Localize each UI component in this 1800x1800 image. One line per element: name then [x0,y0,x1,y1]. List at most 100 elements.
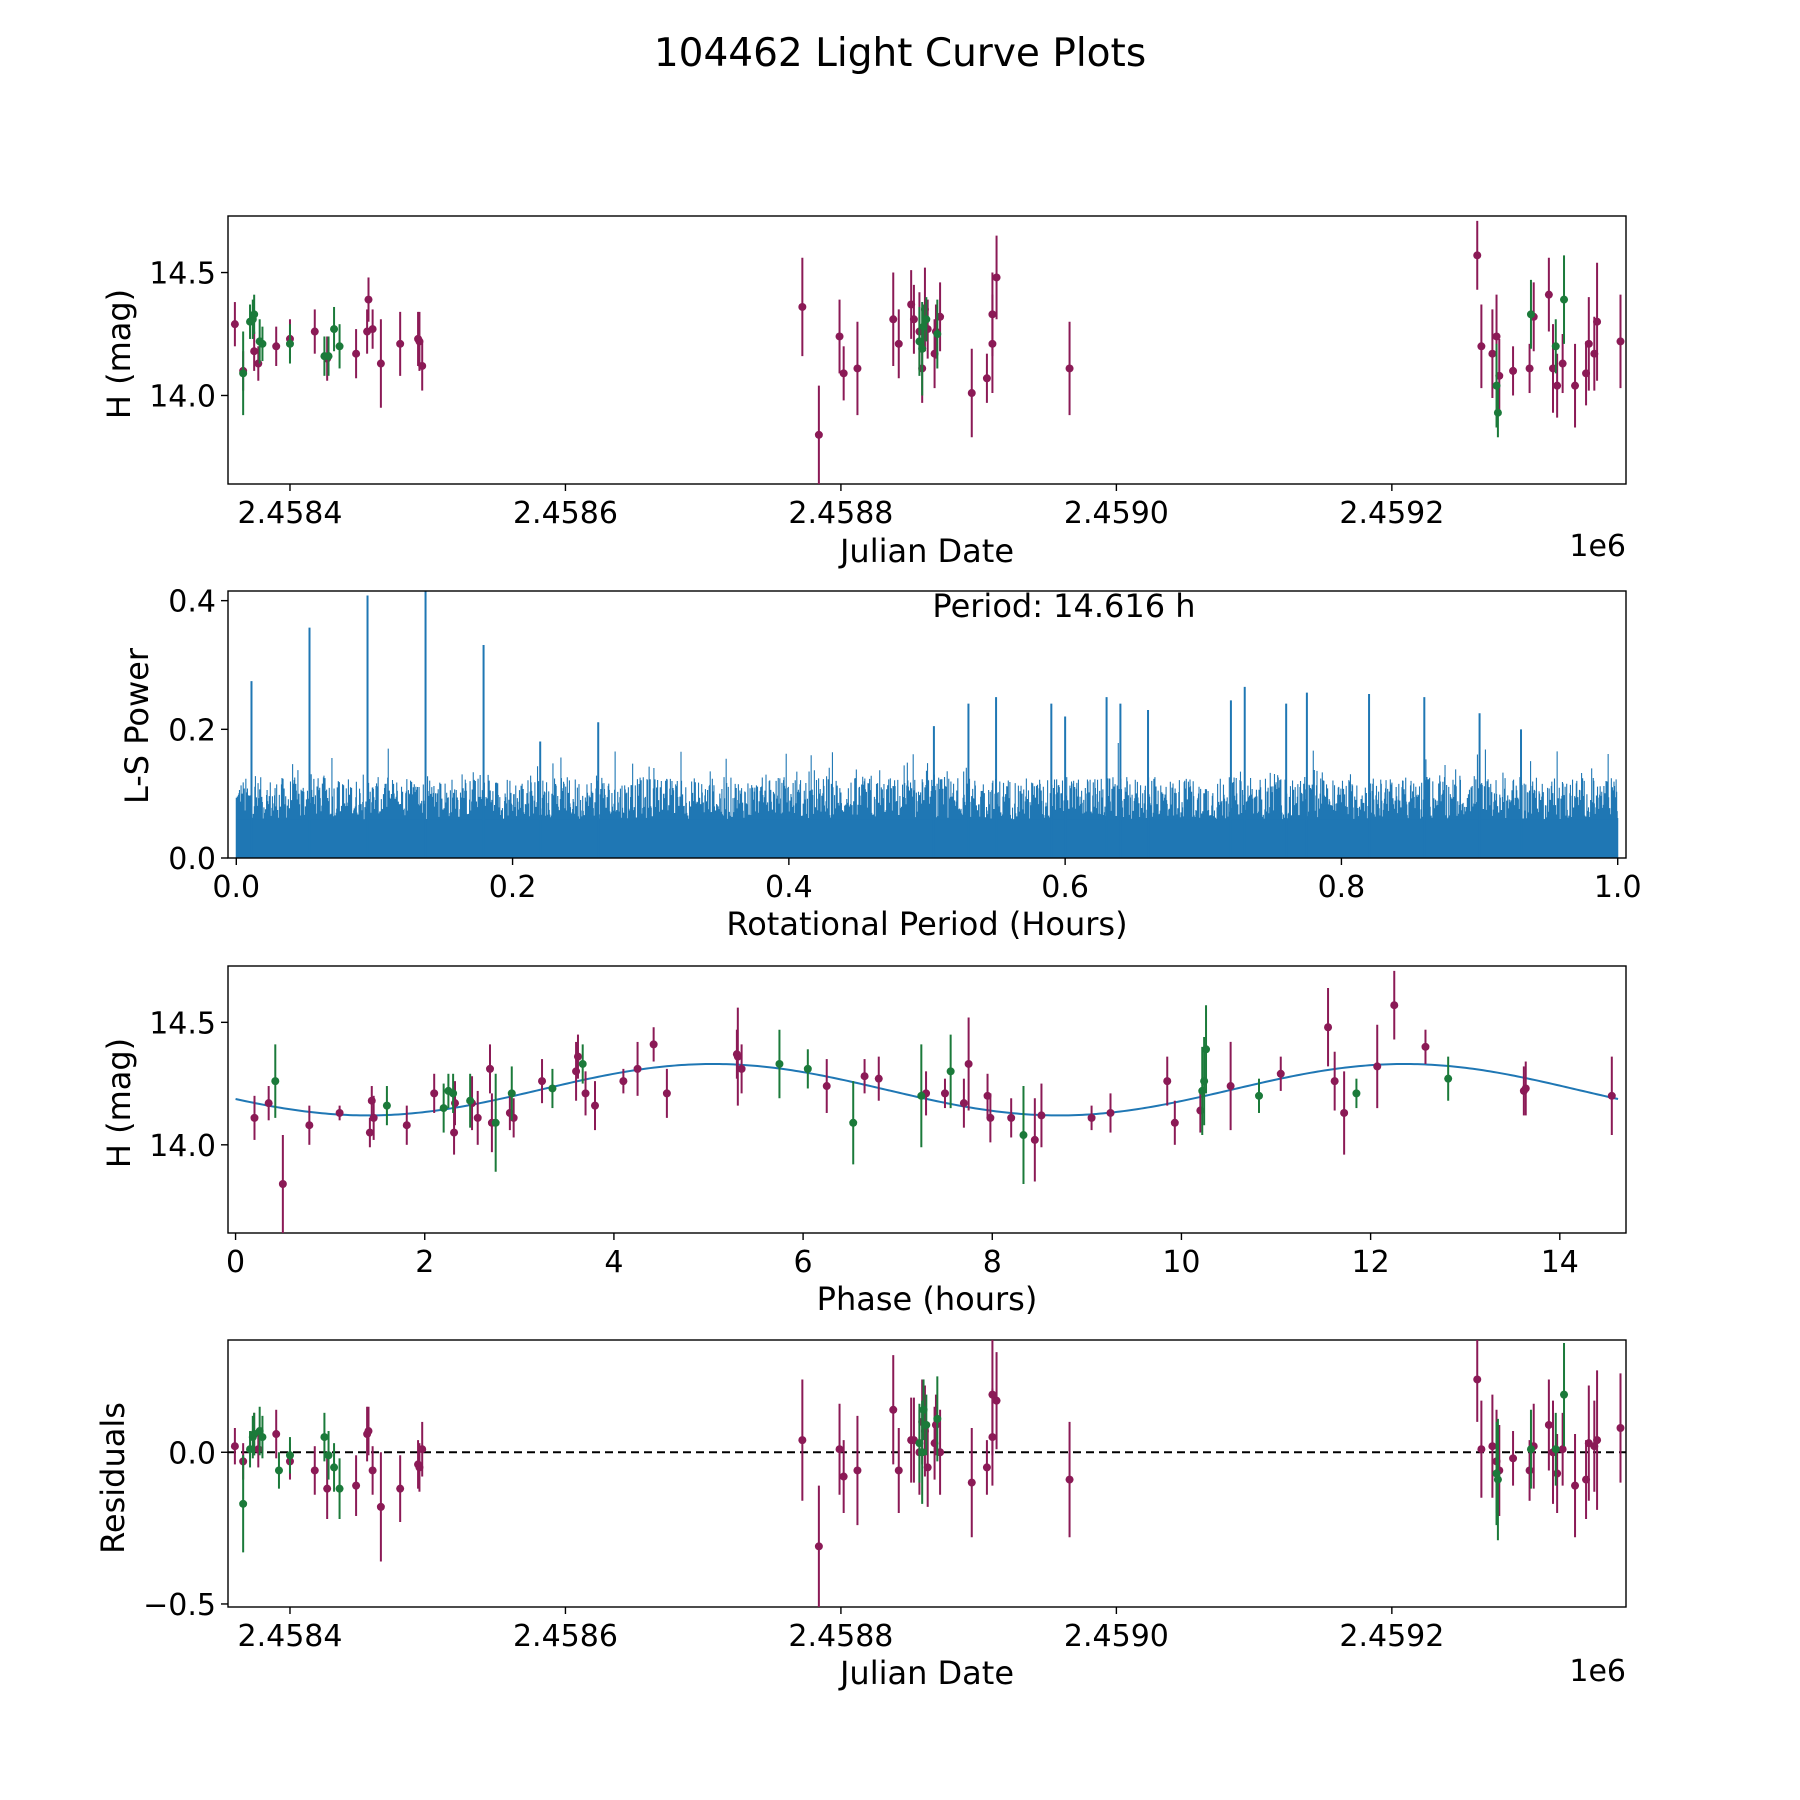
lightcurve-point [1493,408,1502,417]
lightcurve-ylabel: H (mag) [100,289,138,419]
periodogram-xtick-label: 0.8 [1318,870,1366,905]
lightcurve-point [798,302,807,311]
residuals-offset-text: 1e6 [1569,1654,1626,1689]
residuals-point [1593,1436,1602,1445]
residuals-point [1544,1420,1553,1429]
residuals-xlabel: Julian Date [838,1654,1014,1692]
lightcurve-point [1525,364,1534,373]
residuals-point [922,1420,931,1429]
lightcurve-point [909,315,918,324]
phased-point [649,1040,658,1049]
residuals-point [1525,1466,1534,1475]
phased-point [1106,1108,1115,1117]
residuals-point [274,1466,283,1475]
phased-xtick-label: 10 [1162,1245,1200,1280]
phased-point [1087,1113,1096,1122]
periodogram-ylabel: L-S Power [118,647,156,804]
phased-point [369,1113,378,1122]
lightcurve-point [272,342,281,351]
residuals-point [853,1466,862,1475]
residuals-point [889,1405,898,1414]
lightcurve-point [814,430,823,439]
phased-point [964,1059,973,1068]
lightcurve-point [1593,317,1602,326]
phased-point [491,1118,500,1127]
lightcurve-point [335,342,344,351]
lightcurve-xtick-label: 2.4584 [237,496,342,531]
lightcurve-point [889,315,898,324]
periodogram-xtick-label: 0.6 [1041,870,1089,905]
phased-point [449,1089,458,1098]
lightcurve-point [967,389,976,398]
lightcurve-point [1616,337,1625,346]
lightcurve-xlabel: Julian Date [838,532,1014,570]
phased-point [573,1052,582,1061]
lightcurve-point [239,369,248,378]
phased-ytick-label: 14.0 [149,1129,216,1164]
residuals-point [272,1430,281,1439]
residuals-point [418,1445,427,1454]
lightcurve-point [918,344,927,353]
lightcurve-point [1551,342,1560,351]
phased-point [402,1121,411,1130]
phased-point [250,1113,259,1122]
phased-point [1255,1091,1264,1100]
phased-point [1444,1074,1453,1083]
residuals-point [894,1466,903,1475]
lightcurve-point [988,339,997,348]
phased-point [1163,1077,1172,1086]
residuals-point [310,1466,319,1475]
period-annotation: Period: 14.616 h [932,587,1195,625]
phased-point [803,1064,812,1073]
phased-xlabel: Phase (hours) [817,1280,1038,1318]
phased-point [538,1077,547,1086]
residuals-point [1616,1423,1625,1432]
residuals-point [285,1451,294,1460]
periodogram-axes: 0.0 0.2 0.4 0.6 0.8 1.0 0.0 0.2 0.4 [168,585,1641,905]
lightcurve-point [894,339,903,348]
phased-point [737,1064,746,1073]
lightcurve-point [254,359,263,368]
residuals-xtick-label: 2.4590 [1064,1619,1169,1654]
phased-point [917,1091,926,1100]
lightcurve-point [835,332,844,341]
phased-point [1521,1084,1530,1093]
phased-point [940,1089,949,1098]
residuals-axes: 2.4584 2.4586 2.4588 2.4590 2.4592 −0.5 0.0 [143,1339,1627,1654]
lightcurve-points [230,220,1625,484]
phased-xtick-label: 8 [983,1245,1002,1280]
lightcurve-point [1509,366,1518,375]
lightcurve-point [992,273,1001,282]
lightcurve-point [1492,381,1501,390]
periodogram-ytick-label: 0.4 [168,585,216,620]
lightcurve-point [982,374,991,383]
lightcurve-point [1065,364,1074,373]
phased-point [507,1089,516,1098]
residuals-point [1477,1445,1486,1454]
phased-point [1324,1023,1333,1032]
residuals-point [1509,1454,1518,1463]
phased-point [1030,1135,1039,1144]
lightcurve-axes: 2.4584 2.4586 2.4588 2.4590 2.4592 14.0 14.5 [149,215,1627,531]
residuals-point [1065,1475,1074,1484]
phased-point [1330,1077,1339,1086]
residuals-point [376,1502,385,1511]
phased-point [959,1099,968,1108]
phased-points [250,970,1616,1233]
residuals-point [1473,1375,1482,1384]
lightcurve-xtick-label: 2.4592 [1339,496,1444,531]
phased-point [633,1064,642,1073]
lightcurve-point [1584,339,1593,348]
residuals-ytick-label: 0.0 [168,1436,216,1471]
residuals-point [254,1445,263,1454]
residuals-point [988,1390,997,1399]
lightcurve-point [418,361,427,370]
residuals-points [230,1340,1625,1607]
phased-xtick-label: 4 [604,1245,623,1280]
phased-frame [227,965,1627,1234]
lightcurve-point [1477,342,1486,351]
lightcurve-point [285,339,294,348]
phased-point [1373,1062,1382,1071]
phased-xtick-label: 14 [1541,1245,1579,1280]
residuals-point [396,1484,405,1493]
